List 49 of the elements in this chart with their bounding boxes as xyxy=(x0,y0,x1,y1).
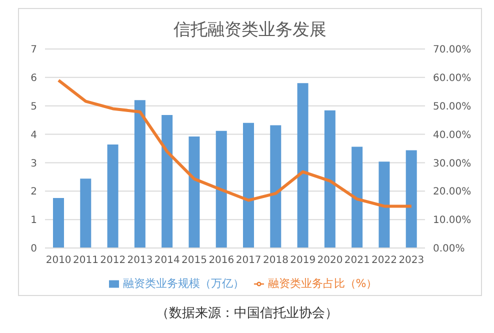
y-tick-label: 4 xyxy=(30,130,37,141)
x-tick-label: 2013 xyxy=(127,255,153,266)
line-series xyxy=(57,78,413,208)
bar xyxy=(324,110,336,248)
x-tick-label: 2019 xyxy=(290,255,316,266)
x-tick-label: 2015 xyxy=(182,255,208,266)
legend-label: 融资类业务规模（万亿） xyxy=(122,277,244,290)
x-tick-label: 2022 xyxy=(372,255,398,266)
x-tick-label: 2014 xyxy=(154,255,180,266)
bar xyxy=(162,114,173,248)
y-tick-label: 5 xyxy=(30,101,37,112)
text: （数据来源：中国信托业协会） xyxy=(155,305,339,322)
x-tick-label: 2011 xyxy=(72,255,98,266)
bar xyxy=(243,122,254,248)
y2-tick-label: 30.00% xyxy=(433,158,472,170)
legend-label: 融资类业务占比（%） xyxy=(268,277,378,290)
y-tick-label: 1 xyxy=(30,215,37,226)
x-tick-label: 2021 xyxy=(344,255,370,266)
chart-title: 信托融资类业务发展 xyxy=(172,19,328,41)
y2-tick-label: 40.00% xyxy=(433,130,472,141)
bar xyxy=(134,100,146,248)
y2-tick-label: 0.00% xyxy=(433,244,465,255)
bar xyxy=(188,136,200,248)
x-tick-label: 2017 xyxy=(236,255,262,266)
y-tick-label: 6 xyxy=(30,72,37,84)
x-tick-label: 2020 xyxy=(317,255,343,266)
y2-tick-label: 60.00% xyxy=(433,72,472,84)
y-tick-label: 2 xyxy=(30,186,37,198)
y-tick-label: 3 xyxy=(30,158,37,170)
x-tick-label: 2018 xyxy=(262,255,288,266)
x-tick-label: 2016 xyxy=(208,255,234,266)
bar xyxy=(80,178,92,248)
bar xyxy=(378,162,390,248)
y2-tick-label: 70.00% xyxy=(433,44,472,56)
y-tick-label: 7 xyxy=(30,44,37,56)
y2-tick-label: 10.00% xyxy=(433,215,472,226)
bar xyxy=(352,146,363,248)
y-tick-label: 0 xyxy=(30,244,37,255)
x-tick-label: 2012 xyxy=(100,255,126,266)
bar xyxy=(53,198,64,248)
x-tick-label: 2023 xyxy=(398,255,424,266)
y2-tick-label: 50.00% xyxy=(433,101,472,112)
bar xyxy=(406,150,417,248)
y2-tick-label: 20.00% xyxy=(433,186,472,198)
x-tick-label: 2010 xyxy=(46,255,72,266)
bar xyxy=(107,144,118,248)
bar xyxy=(297,83,308,248)
bar xyxy=(216,130,227,248)
bar xyxy=(270,125,282,248)
